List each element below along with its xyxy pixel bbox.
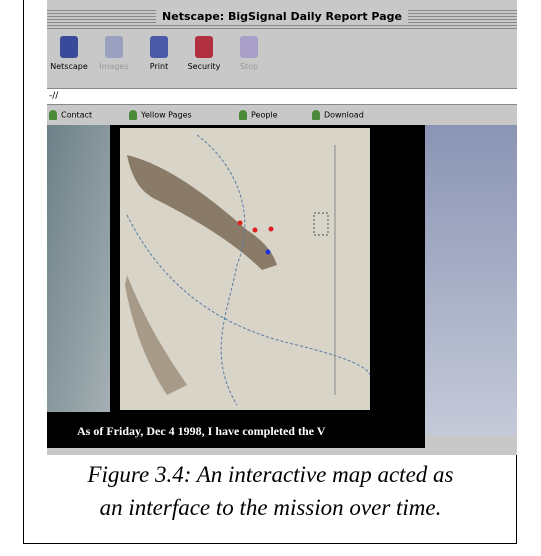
bookmark[interactable]: Download: [312, 110, 364, 120]
page-content: As of Friday, Dec 4 1998, I have complet…: [47, 125, 517, 450]
browser-screenshot: Netscape: BigSignal Daily Report Page Ne…: [47, 0, 517, 455]
location-bar[interactable]: -//: [47, 88, 517, 105]
marker[interactable]: [269, 227, 274, 232]
toolbar-button[interactable]: Stop: [227, 36, 271, 71]
marker[interactable]: [253, 228, 258, 233]
toolbar-button[interactable]: Security: [182, 36, 226, 71]
marker[interactable]: [266, 250, 271, 255]
page: Netscape: BigSignal Daily Report Page Ne…: [0, 0, 541, 556]
figure-caption: Figure 3.4: An interactive map acted as …: [0, 458, 541, 524]
photo-left: [47, 125, 110, 415]
bookmark[interactable]: Yellow Pages: [129, 110, 192, 120]
title-bar: Netscape: BigSignal Daily Report Page: [47, 8, 517, 30]
map-caption: As of Friday, Dec 4 1998, I have complet…: [77, 424, 326, 438]
toolbar-label: Images: [99, 62, 128, 71]
location-text: -//: [49, 91, 58, 101]
bookmark[interactable]: Contact: [49, 110, 92, 120]
photo-right: [425, 125, 517, 435]
toolbar-button[interactable]: Images: [92, 36, 136, 71]
toolbar-label: Netscape: [50, 62, 88, 71]
toolbar-label: Security: [188, 62, 221, 71]
toolbar-label: Stop: [240, 62, 258, 71]
window-title: Netscape: BigSignal Daily Report Page: [156, 10, 408, 23]
caption-line: Figure 3.4: An interactive map acted as: [0, 458, 541, 491]
toolbar-label: Print: [150, 62, 168, 71]
caption-line: an interface to the mission over time.: [0, 491, 541, 524]
bookmark-label: Contact: [61, 111, 92, 120]
bookmark-label: Yellow Pages: [141, 111, 192, 120]
bookmark-label: People: [251, 111, 278, 120]
bookmark-label: Download: [324, 111, 364, 120]
toolbar-button[interactable]: Netscape: [47, 36, 91, 71]
toolbar-button[interactable]: Print: [137, 36, 181, 71]
bookmark[interactable]: People: [239, 110, 278, 120]
marker[interactable]: [238, 221, 243, 226]
